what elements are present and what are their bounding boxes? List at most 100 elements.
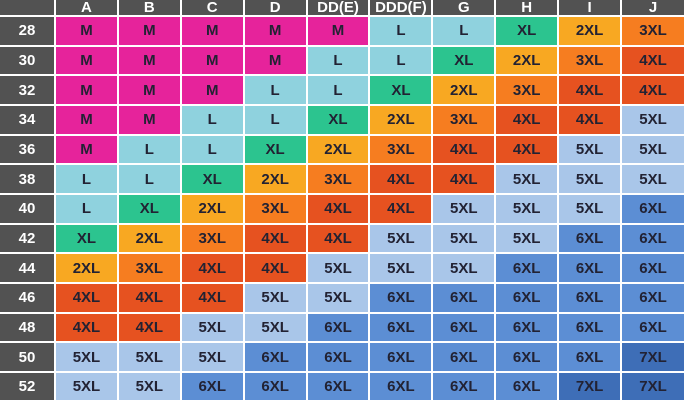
table-row: 50 5XL 5XL 5XL 6XL 6XL 6XL 6XL 6XL 6XL 7XL [0, 341, 684, 374]
column-header: D [242, 0, 308, 17]
size-cell: 6XL [557, 282, 623, 314]
column-header: DDD(F) [368, 0, 434, 17]
size-cell: 6XL [305, 311, 371, 344]
size-cell: 4XL [116, 282, 182, 314]
size-cell: 6XL [494, 371, 560, 400]
size-cell: 4XL [179, 282, 245, 314]
size-cell: 4XL [305, 222, 371, 255]
row-label: 30 [0, 44, 56, 77]
size-cell: 6XL [620, 282, 684, 314]
column-header: I [557, 0, 623, 17]
size-cell: M [54, 74, 119, 107]
size-cell: L [368, 15, 434, 47]
size-cell: 4XL [368, 193, 434, 225]
size-cell: 6XL [179, 371, 245, 400]
size-cell: M [54, 44, 119, 77]
size-cell: 4XL [116, 311, 182, 344]
size-cell: 6XL [431, 341, 497, 374]
size-cell: 7XL [557, 371, 623, 400]
row-label: 52 [0, 371, 56, 400]
table-row: 42 XL 2XL 3XL 4XL 4XL 5XL 5XL 5XL 6XL 6XL [0, 222, 684, 255]
size-cell: M [116, 44, 182, 77]
size-cell: 4XL [54, 311, 119, 344]
table-row: 28 M M M M M L L XL 2XL 3XL [0, 15, 684, 47]
size-cell: XL [431, 44, 497, 77]
table-row: 48 4XL 4XL 5XL 5XL 6XL 6XL 6XL 6XL 6XL 6XL [0, 311, 684, 344]
size-cell: 5XL [368, 252, 434, 285]
row-label: 32 [0, 74, 56, 107]
size-cell: L [116, 133, 182, 166]
size-cell: 3XL [179, 222, 245, 255]
size-cell: 5XL [494, 163, 560, 196]
size-cell: 4XL [305, 193, 371, 225]
size-cell: L [116, 163, 182, 196]
size-cell: 5XL [368, 222, 434, 255]
size-cell: 6XL [368, 311, 434, 344]
size-cell: M [179, 15, 245, 47]
size-cell: 5XL [54, 341, 119, 374]
size-cell: L [242, 104, 308, 136]
table-row: 34 M M L L XL 2XL 3XL 4XL 4XL 5XL [0, 104, 684, 136]
size-cell: L [54, 193, 119, 225]
size-cell: 2XL [305, 133, 371, 166]
size-cell: 3XL [620, 15, 684, 47]
size-cell: 5XL [557, 193, 623, 225]
size-cell: 2XL [54, 252, 119, 285]
size-cell: 5XL [116, 341, 182, 374]
size-cell: XL [368, 74, 434, 107]
size-cell: 6XL [431, 282, 497, 314]
table-body: 28 M M M M M L L XL 2XL 3XL 30 M M M M L L XL 2XL 3XL 4XL 32 M M… [0, 15, 684, 400]
size-cell: 4XL [179, 252, 245, 285]
row-label: 48 [0, 311, 56, 344]
size-cell: 5XL [54, 371, 119, 400]
size-cell: 6XL [431, 311, 497, 344]
size-cell: L [242, 74, 308, 107]
size-cell: 5XL [242, 282, 308, 314]
size-cell: 4XL [494, 104, 560, 136]
size-cell: M [179, 44, 245, 77]
column-header: H [494, 0, 560, 17]
size-cell: 5XL [620, 163, 684, 196]
size-cell: M [116, 74, 182, 107]
size-cell: 4XL [431, 163, 497, 196]
size-cell: 3XL [431, 104, 497, 136]
size-cell: XL [242, 133, 308, 166]
size-cell: 5XL [494, 193, 560, 225]
column-header: C [179, 0, 245, 17]
size-cell: 6XL [368, 341, 434, 374]
size-cell: 6XL [557, 311, 623, 344]
column-header: DD(E) [305, 0, 371, 17]
size-cell: XL [54, 222, 119, 255]
table-row: 38 L L XL 2XL 3XL 4XL 4XL 5XL 5XL 5XL [0, 163, 684, 196]
size-cell: 3XL [368, 133, 434, 166]
size-cell: 2XL [116, 222, 182, 255]
size-cell: 4XL [557, 74, 623, 107]
column-header: G [431, 0, 497, 17]
row-label: 36 [0, 133, 56, 166]
size-cell: 6XL [620, 222, 684, 255]
size-cell: 6XL [242, 341, 308, 374]
size-cell: 6XL [620, 252, 684, 285]
size-cell: L [179, 104, 245, 136]
size-cell: 6XL [557, 341, 623, 374]
size-cell: L [179, 133, 245, 166]
size-cell: M [54, 104, 119, 136]
size-cell: 3XL [557, 44, 623, 77]
size-cell: 5XL [305, 282, 371, 314]
size-cell: XL [179, 163, 245, 196]
size-cell: 4XL [242, 222, 308, 255]
size-cell: M [116, 104, 182, 136]
size-cell: 6XL [494, 282, 560, 314]
size-cell: 6XL [305, 341, 371, 374]
table-row: 32 M M M L L XL 2XL 3XL 4XL 4XL [0, 74, 684, 107]
size-cell: 5XL [179, 341, 245, 374]
header-row: A B C D DD(E) DDD(F) G H I J [0, 0, 684, 17]
size-cell: XL [494, 15, 560, 47]
size-cell: 3XL [116, 252, 182, 285]
size-cell: 6XL [368, 371, 434, 400]
table-header: A B C D DD(E) DDD(F) G H I J [0, 0, 684, 17]
size-cell: 5XL [431, 252, 497, 285]
table-row: 44 2XL 3XL 4XL 4XL 5XL 5XL 5XL 6XL 6XL 6XL [0, 252, 684, 285]
size-cell: L [368, 44, 434, 77]
size-cell: 3XL [305, 163, 371, 196]
